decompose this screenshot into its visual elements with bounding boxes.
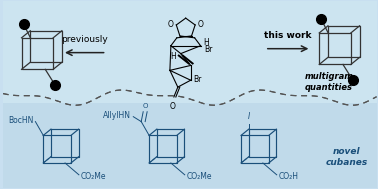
Text: AllylHN: AllylHN xyxy=(103,111,131,120)
Text: I: I xyxy=(248,112,250,121)
Text: Br: Br xyxy=(194,75,202,84)
Text: novel
cubanes: novel cubanes xyxy=(326,147,368,167)
Text: CO₂Me: CO₂Me xyxy=(81,172,106,181)
Text: H: H xyxy=(203,38,209,47)
Bar xyxy=(3,103,376,188)
Text: O: O xyxy=(167,20,174,29)
Text: BocHN: BocHN xyxy=(8,116,33,125)
Text: CO₂H: CO₂H xyxy=(279,172,299,181)
Text: O: O xyxy=(198,20,204,29)
Text: this work: this work xyxy=(264,31,311,40)
Text: Br: Br xyxy=(204,45,213,54)
Text: previously: previously xyxy=(62,35,108,44)
Text: multigram
quantities: multigram quantities xyxy=(305,72,354,92)
Text: O: O xyxy=(143,103,148,109)
Text: CO₂Me: CO₂Me xyxy=(187,172,212,181)
Text: H: H xyxy=(170,52,176,61)
Text: O: O xyxy=(170,102,176,111)
